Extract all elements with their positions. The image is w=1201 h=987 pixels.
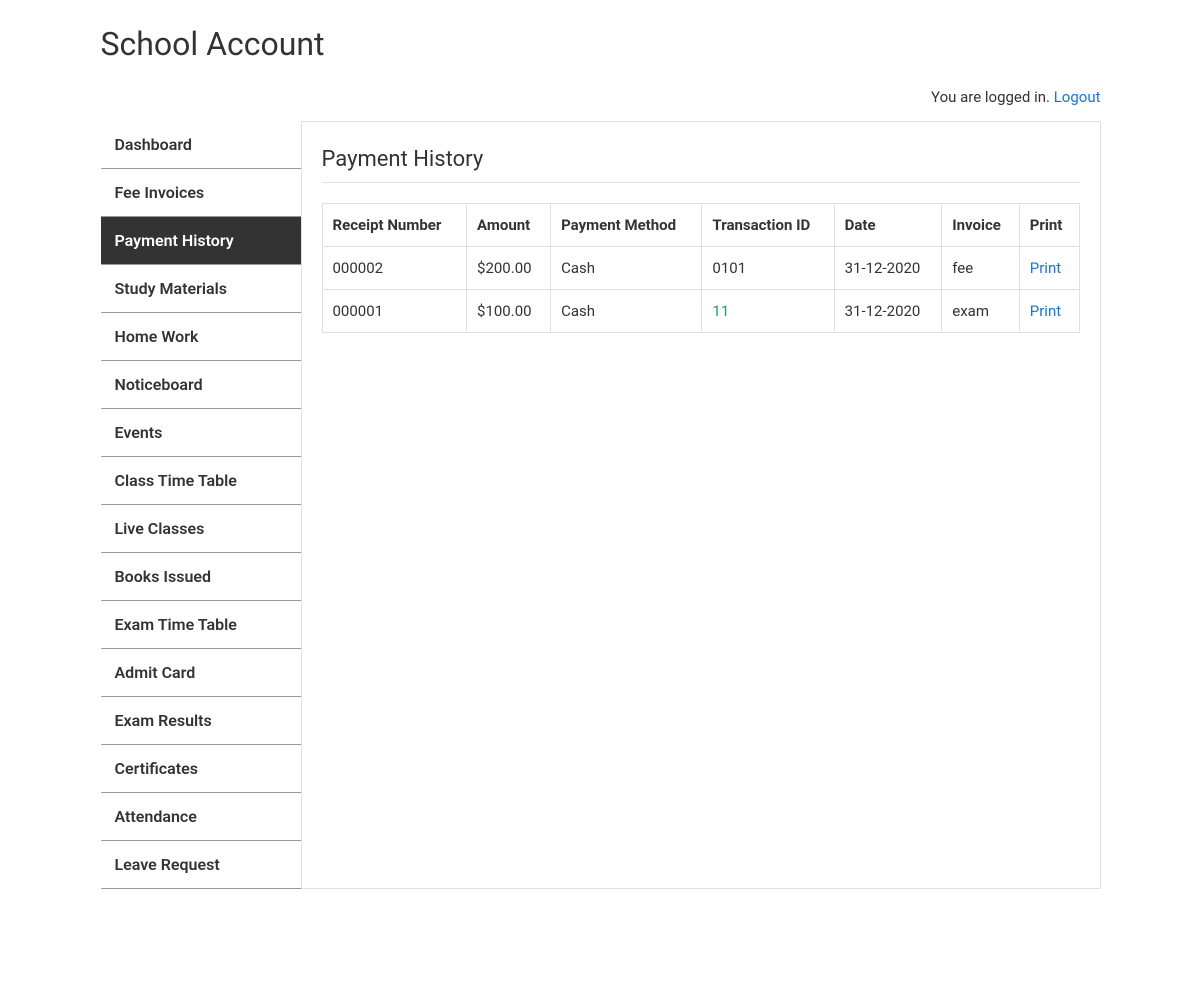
cell-date: 31-12-2020	[834, 290, 942, 333]
cell-method: Cash	[551, 247, 702, 290]
section-title: Payment History	[322, 147, 1080, 183]
transaction-link[interactable]: 11	[712, 302, 729, 320]
sidebar-item-books-issued[interactable]: Books Issued	[101, 553, 301, 601]
cell-invoice: fee	[942, 247, 1020, 290]
print-link[interactable]: Print	[1030, 302, 1061, 320]
col-header-transaction-id: Transaction ID	[702, 204, 834, 247]
sidebar-item-payment-history[interactable]: Payment History	[101, 217, 301, 265]
sidebar-item-study-materials[interactable]: Study Materials	[101, 265, 301, 313]
login-status: You are logged in. Logout	[101, 88, 1101, 106]
sidebar: DashboardFee InvoicesPayment HistoryStud…	[101, 121, 301, 889]
cell-transaction-id: 11	[702, 290, 834, 333]
col-header-invoice: Invoice	[942, 204, 1020, 247]
cell-amount: $200.00	[467, 247, 551, 290]
sidebar-item-fee-invoices[interactable]: Fee Invoices	[101, 169, 301, 217]
cell-date: 31-12-2020	[834, 247, 942, 290]
cell-print: Print	[1019, 247, 1079, 290]
sidebar-item-dashboard[interactable]: Dashboard	[101, 121, 301, 169]
sidebar-item-leave-request[interactable]: Leave Request	[101, 841, 301, 889]
sidebar-item-events[interactable]: Events	[101, 409, 301, 457]
cell-method: Cash	[551, 290, 702, 333]
col-header-amount: Amount	[467, 204, 551, 247]
cell-transaction-id: 0101	[702, 247, 834, 290]
col-header-receipt-number: Receipt Number	[322, 204, 467, 247]
login-status-text: You are logged in.	[931, 88, 1050, 106]
sidebar-item-attendance[interactable]: Attendance	[101, 793, 301, 841]
cell-receipt: 000001	[322, 290, 467, 333]
sidebar-item-home-work[interactable]: Home Work	[101, 313, 301, 361]
sidebar-item-exam-results[interactable]: Exam Results	[101, 697, 301, 745]
col-header-payment-method: Payment Method	[551, 204, 702, 247]
table-row: 000002$200.00Cash010131-12-2020fee Print	[322, 247, 1079, 290]
col-header-date: Date	[834, 204, 942, 247]
sidebar-item-admit-card[interactable]: Admit Card	[101, 649, 301, 697]
logout-link[interactable]: Logout	[1054, 88, 1101, 106]
cell-invoice: exam	[942, 290, 1020, 333]
sidebar-item-certificates[interactable]: Certificates	[101, 745, 301, 793]
sidebar-item-class-time-table[interactable]: Class Time Table	[101, 457, 301, 505]
cell-receipt: 000002	[322, 247, 467, 290]
sidebar-item-exam-time-table[interactable]: Exam Time Table	[101, 601, 301, 649]
sidebar-item-live-classes[interactable]: Live Classes	[101, 505, 301, 553]
payment-history-table: Receipt NumberAmountPayment MethodTransa…	[322, 203, 1080, 333]
table-row: 000001$100.00Cash 11 31-12-2020exam Print	[322, 290, 1079, 333]
main-panel: Payment History Receipt NumberAmountPaym…	[301, 121, 1101, 889]
sidebar-item-noticeboard[interactable]: Noticeboard	[101, 361, 301, 409]
page-title: School Account	[101, 25, 1101, 63]
cell-print: Print	[1019, 290, 1079, 333]
print-link[interactable]: Print	[1030, 259, 1061, 277]
col-header-print: Print	[1019, 204, 1079, 247]
cell-amount: $100.00	[467, 290, 551, 333]
